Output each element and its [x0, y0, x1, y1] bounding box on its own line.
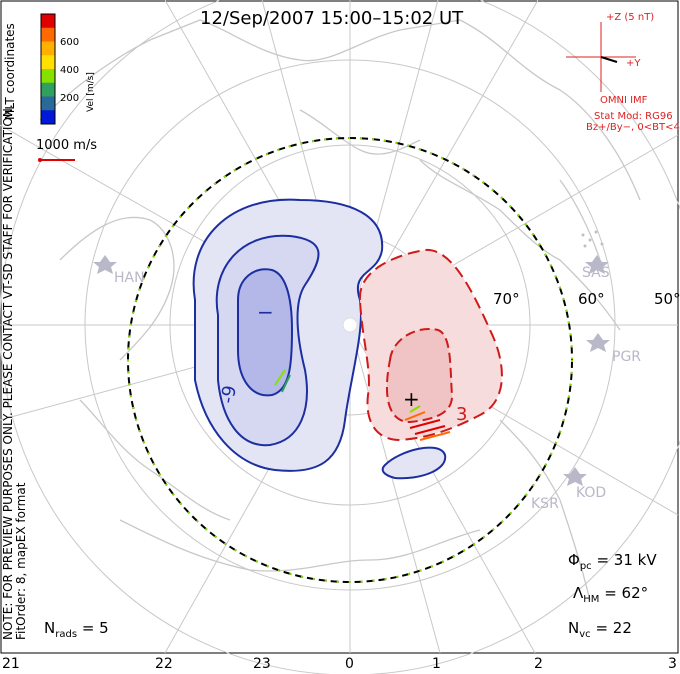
imf-conditions: Bz+/By−, 0<BT<4 — [586, 122, 680, 133]
colorbar-segment — [41, 55, 55, 70]
coastlines — [39, 19, 641, 601]
lat-label-50: 50° — [654, 290, 680, 308]
stat-nvc: Nvc = 22 — [568, 619, 632, 640]
stat-model: Stat Mod: RG96 — [594, 111, 673, 122]
reference-speed: 1000 m/s — [36, 138, 98, 153]
colorbar-border — [40, 13, 56, 125]
colorbar-segment — [41, 69, 55, 84]
stat-lambda: ΛHM = 62° — [573, 584, 649, 605]
positive-sign: + — [403, 387, 420, 411]
colorbar-segment — [41, 27, 55, 42]
contour-pos-inner — [386, 328, 454, 424]
radar-ksr: KSR — [531, 496, 559, 512]
imf-clock — [566, 22, 636, 92]
pole-marker — [342, 317, 358, 333]
lat-label-60: 60° — [578, 290, 605, 308]
radar-markers — [93, 255, 610, 486]
mlt-21: 21 — [2, 656, 20, 672]
colorbar-segment — [41, 82, 55, 97]
radar-han: HAN — [114, 270, 145, 286]
colorbar-segment — [41, 14, 55, 29]
scale-tick-200: 200 — [60, 93, 80, 104]
neg-contour-label: -9 — [217, 383, 241, 406]
radar-kod: KOD — [576, 485, 607, 501]
mlt-23: 23 — [253, 656, 271, 672]
velocity-vectors — [274, 369, 451, 441]
lat-label-70: 70° — [493, 290, 520, 308]
contour-neg-island — [381, 446, 447, 480]
stat-nrads: Nrads = 5 — [44, 619, 109, 640]
scale-tick-400: 400 — [60, 65, 80, 76]
radar-sas: SAS — [582, 265, 610, 281]
stat-phi: Φpc = 31 kV — [568, 551, 657, 572]
colorbar-segment — [41, 110, 55, 125]
scale-tick-600: 600 — [60, 37, 80, 48]
positive-potential-cell — [358, 248, 503, 442]
contour-neg-inner — [237, 268, 294, 397]
velocity-unit: Vel [m/s] — [86, 72, 96, 112]
velocity-color-scale — [40, 13, 56, 125]
boundary-vectors — [127, 137, 573, 583]
colorbar-segment — [41, 41, 55, 56]
mlt-22: 22 — [155, 656, 173, 672]
preview-note: NOTE: FOR PREVIEW PURPOSES ONLY. PLEASE … — [1, 104, 28, 640]
imf-y-label: +Y — [626, 58, 641, 69]
mlt-3: 3 — [668, 656, 677, 672]
mlt-1: 1 — [432, 656, 441, 672]
pos-contour-label: 3 — [456, 404, 468, 425]
mlt-0: 0 — [345, 656, 354, 672]
negative-potential-cell — [192, 198, 447, 480]
scatter-dots — [581, 230, 604, 248]
imf-z-label: +Z (5 nT) — [606, 12, 655, 23]
imf-source: OMNI IMF — [600, 95, 648, 106]
radar-pgr: PGR — [612, 349, 642, 365]
map-title: 12/Sep/2007 15:00–15:02 UT — [200, 8, 464, 29]
mlt-2: 2 — [534, 656, 543, 672]
colorbar-segment — [41, 96, 55, 111]
negative-sign: − — [257, 300, 274, 324]
